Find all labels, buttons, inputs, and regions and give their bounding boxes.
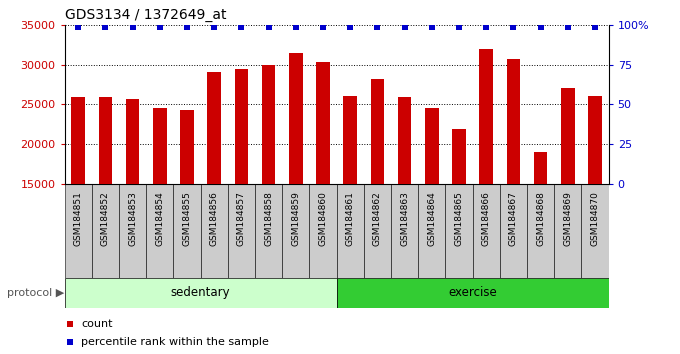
- Text: exercise: exercise: [448, 286, 497, 299]
- Bar: [282, 184, 309, 278]
- Text: GSM184854: GSM184854: [155, 192, 165, 246]
- Bar: [425, 108, 439, 184]
- Bar: [65, 278, 337, 308]
- Bar: [309, 184, 337, 278]
- Bar: [92, 184, 119, 278]
- Bar: [153, 108, 167, 184]
- Bar: [337, 184, 364, 278]
- Text: GSM184868: GSM184868: [536, 192, 545, 246]
- Text: percentile rank within the sample: percentile rank within the sample: [81, 337, 269, 347]
- Text: GSM184864: GSM184864: [427, 192, 437, 246]
- Text: sedentary: sedentary: [171, 286, 231, 299]
- Text: GSM184870: GSM184870: [590, 192, 600, 246]
- Bar: [255, 184, 282, 278]
- Text: GSM184862: GSM184862: [373, 192, 382, 246]
- Bar: [65, 184, 92, 278]
- Text: GSM184856: GSM184856: [209, 192, 219, 246]
- Bar: [527, 184, 554, 278]
- Bar: [71, 97, 85, 184]
- Bar: [588, 96, 602, 184]
- Bar: [473, 184, 500, 278]
- Text: GSM184865: GSM184865: [454, 192, 464, 246]
- Text: GSM184863: GSM184863: [400, 192, 409, 246]
- Bar: [479, 48, 493, 184]
- Bar: [337, 278, 609, 308]
- Text: GSM184852: GSM184852: [101, 192, 110, 246]
- Bar: [262, 64, 275, 184]
- Bar: [371, 79, 384, 184]
- Text: protocol ▶: protocol ▶: [7, 288, 64, 298]
- Bar: [146, 184, 173, 278]
- Text: GSM184859: GSM184859: [291, 192, 301, 246]
- Bar: [534, 152, 547, 184]
- Text: GSM184858: GSM184858: [264, 192, 273, 246]
- Bar: [561, 88, 575, 184]
- Text: GSM184866: GSM184866: [481, 192, 491, 246]
- Bar: [418, 184, 445, 278]
- Text: GSM184869: GSM184869: [563, 192, 573, 246]
- Bar: [180, 110, 194, 184]
- Bar: [119, 184, 146, 278]
- Bar: [364, 184, 391, 278]
- Bar: [554, 184, 581, 278]
- Text: GSM184855: GSM184855: [182, 192, 192, 246]
- Bar: [173, 184, 201, 278]
- Bar: [207, 72, 221, 184]
- Bar: [201, 184, 228, 278]
- Bar: [452, 129, 466, 184]
- Bar: [99, 97, 112, 184]
- Text: GSM184853: GSM184853: [128, 192, 137, 246]
- Text: GSM184860: GSM184860: [318, 192, 328, 246]
- Bar: [500, 184, 527, 278]
- Bar: [316, 62, 330, 184]
- Text: GDS3134 / 1372649_at: GDS3134 / 1372649_at: [65, 8, 226, 22]
- Bar: [228, 184, 255, 278]
- Text: count: count: [81, 319, 112, 329]
- Text: GSM184857: GSM184857: [237, 192, 246, 246]
- Bar: [126, 99, 139, 184]
- Bar: [343, 96, 357, 184]
- Text: GSM184851: GSM184851: [73, 192, 83, 246]
- Bar: [507, 59, 520, 184]
- Bar: [398, 97, 411, 184]
- Bar: [391, 184, 418, 278]
- Bar: [235, 69, 248, 184]
- Text: GSM184867: GSM184867: [509, 192, 518, 246]
- Bar: [445, 184, 473, 278]
- Text: GSM184861: GSM184861: [345, 192, 355, 246]
- Bar: [581, 184, 609, 278]
- Bar: [289, 53, 303, 184]
